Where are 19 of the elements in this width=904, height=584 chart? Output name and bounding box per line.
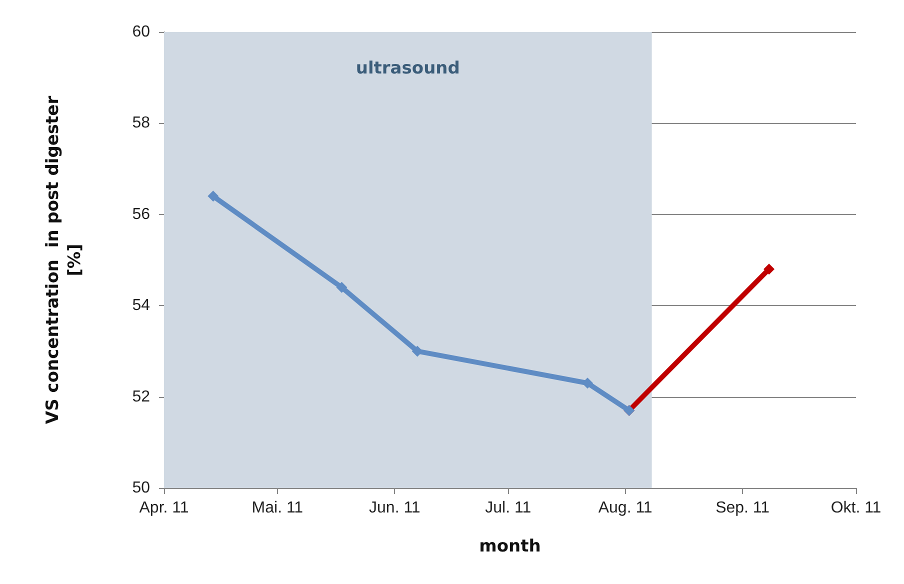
x-tick-label: Apr. 11 [139,500,189,516]
x-tick-label: Sep. 11 [716,500,770,516]
x-tick-label: Mai. 11 [252,500,304,516]
x-axis-title: month [479,536,541,556]
point [208,190,219,202]
y-tick-label: 52 [132,388,150,406]
y-axis-title: VS concentration in post digester [%] [43,95,85,424]
point [336,282,348,293]
x-tick-label: Aug. 11 [598,500,652,516]
x-tick-label: Okt. 11 [830,500,882,516]
y-tick-label: 60 [132,24,150,40]
point [764,264,775,275]
band-label: ultrasound [356,58,460,78]
y-tick-label: 56 [132,206,150,223]
y-tick-label: 50 [132,480,150,496]
x-tick-label: Jul. 11 [485,500,532,516]
x-tick-label: Jun. 11 [369,500,420,516]
y-tick-label: 54 [132,297,150,314]
y-tick-label: 58 [132,114,150,132]
